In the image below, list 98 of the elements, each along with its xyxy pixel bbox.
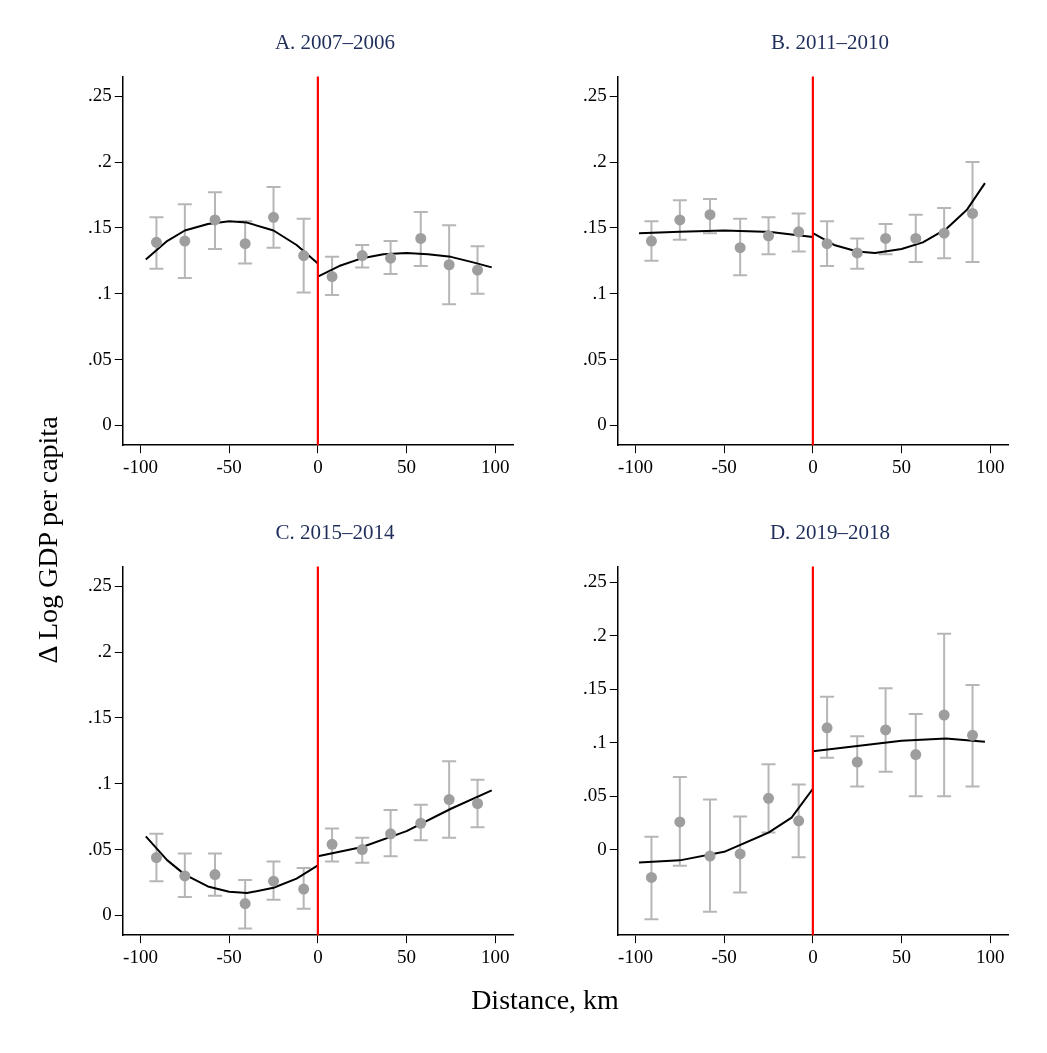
y-axis-title: Δ Log GDP per capita — [32, 416, 64, 664]
y-tick-label: 0 — [597, 413, 607, 435]
point — [268, 211, 280, 223]
point — [880, 724, 892, 736]
y-tick-label: .1 — [592, 281, 607, 303]
point — [326, 838, 338, 850]
y-tick-label: .1 — [592, 730, 607, 752]
y-tick-label: .1 — [97, 281, 112, 303]
x-tick-label: 50 — [397, 455, 417, 477]
point — [645, 235, 657, 247]
point — [298, 250, 310, 262]
x-tick-label: 0 — [808, 455, 818, 477]
point — [356, 250, 368, 262]
y-tick-label: .05 — [88, 837, 112, 859]
x-tick-label: 50 — [892, 455, 912, 477]
x-tick-label: 0 — [808, 945, 818, 967]
x-tick-label: -50 — [216, 945, 242, 967]
chart-title: B. 2011–2010 — [769, 30, 891, 55]
point — [209, 214, 221, 226]
y-tick-label: .05 — [583, 784, 607, 806]
y-tick-label: .15 — [88, 705, 112, 727]
point — [415, 232, 427, 244]
point — [472, 797, 484, 809]
point — [326, 271, 338, 283]
x-tick-label: 50 — [397, 945, 417, 967]
x-tick-label: 100 — [481, 455, 510, 477]
point — [385, 252, 397, 264]
y-tick-label: .15 — [583, 677, 607, 699]
point — [967, 207, 979, 219]
point — [268, 875, 280, 887]
point — [209, 869, 221, 881]
point — [880, 232, 892, 244]
point — [938, 709, 950, 721]
point — [704, 209, 716, 221]
x-tick-label: -100 — [123, 455, 158, 477]
point — [821, 238, 833, 250]
x-tick-label: -100 — [123, 945, 158, 967]
y-tick-label: 0 — [597, 837, 607, 859]
x-tick-label: 0 — [313, 945, 323, 967]
x-tick-label: 100 — [976, 945, 1005, 967]
x-tick-label: 0 — [313, 455, 323, 477]
y-tick-label: .15 — [583, 215, 607, 237]
point — [415, 817, 427, 829]
x-axis-title: Distance, km — [471, 984, 619, 1016]
y-tick-label: .15 — [88, 215, 112, 237]
x-tick-label: 50 — [892, 945, 912, 967]
chart-title: A. 2007–2006 — [273, 30, 397, 55]
point — [910, 232, 922, 244]
x-tick-label: -50 — [711, 455, 737, 477]
point — [472, 264, 484, 276]
point — [443, 794, 455, 806]
point — [793, 815, 805, 827]
x-tick-label: 100 — [481, 945, 510, 967]
point — [938, 227, 950, 239]
y-tick-label: 0 — [102, 903, 112, 925]
point — [645, 871, 657, 883]
y-tick-label: .2 — [592, 623, 607, 645]
chart-title: D. 2019–2018 — [768, 520, 892, 545]
point — [179, 235, 191, 247]
point — [734, 848, 746, 860]
y-tick-label: .25 — [583, 570, 607, 592]
y-tick-label: .05 — [88, 347, 112, 369]
y-tick-label: .25 — [583, 84, 607, 106]
x-tick-label: -100 — [618, 945, 653, 967]
x-tick-label: -50 — [216, 455, 242, 477]
point — [150, 851, 162, 863]
point — [851, 247, 863, 259]
x-tick-label: -50 — [711, 945, 737, 967]
point — [851, 756, 863, 768]
point — [704, 850, 716, 862]
y-tick-label: .1 — [97, 771, 112, 793]
point — [674, 816, 686, 828]
point — [239, 898, 251, 910]
x-tick-label: -100 — [618, 455, 653, 477]
point — [179, 870, 191, 882]
point — [385, 828, 397, 840]
y-tick-label: .25 — [88, 574, 112, 596]
point — [967, 729, 979, 741]
point — [356, 844, 368, 856]
point — [734, 242, 746, 254]
y-tick-label: .2 — [592, 150, 607, 171]
point — [674, 214, 686, 226]
point — [763, 230, 775, 242]
point — [821, 722, 833, 734]
point — [298, 883, 310, 895]
y-tick-label: 0 — [102, 413, 112, 435]
y-tick-label: .2 — [97, 150, 112, 171]
point — [763, 792, 775, 804]
y-tick-label: .25 — [88, 84, 112, 106]
x-tick-label: 100 — [976, 455, 1005, 477]
point — [239, 238, 251, 250]
point — [793, 226, 805, 238]
y-tick-label: .05 — [583, 347, 607, 369]
point — [910, 749, 922, 761]
chart-title: C. 2015–2014 — [274, 520, 396, 545]
point — [443, 259, 455, 271]
y-tick-label: .2 — [97, 640, 112, 661]
point — [150, 236, 162, 248]
